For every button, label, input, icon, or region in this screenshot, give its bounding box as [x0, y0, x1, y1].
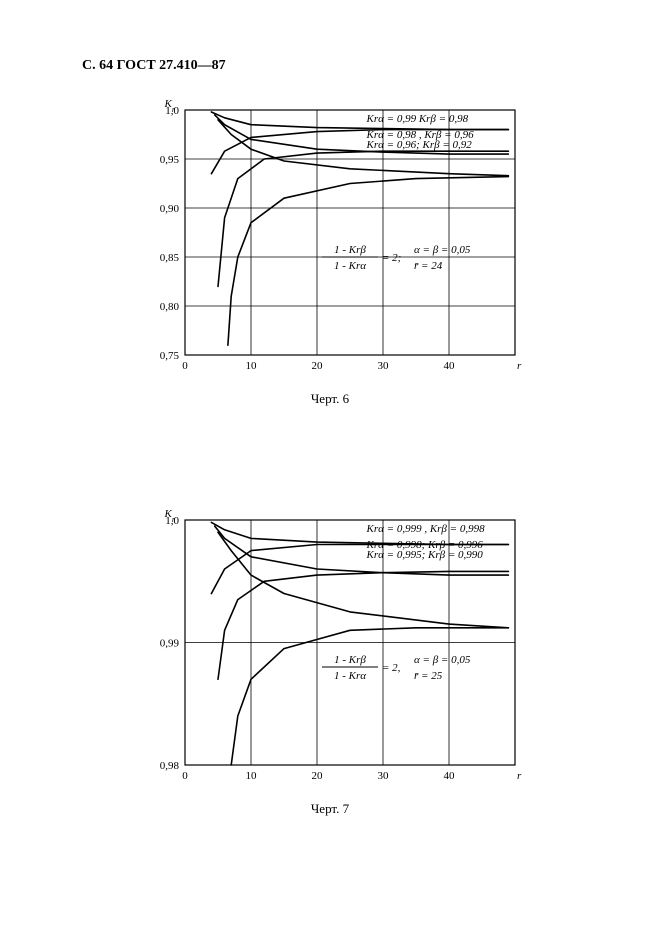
svg-text:0,99: 0,99 — [160, 638, 180, 650]
svg-text:Krα = 0,99 Krβ = 0,98: Krα = 0,99 Krβ = 0,98 — [366, 113, 469, 125]
svg-text:r: r — [517, 770, 522, 782]
svg-text:20: 20 — [312, 360, 324, 372]
svg-text:0: 0 — [182, 360, 188, 372]
svg-text:Krα = 0,999 , Krβ = 0,998: Krα = 0,999 , Krβ = 0,998 — [366, 523, 486, 535]
svg-text:0,75: 0,75 — [160, 350, 180, 362]
chart-7: 1,00,990,98010203040rKrKrα = 0,999 , Krβ… — [130, 500, 530, 817]
svg-text:30: 30 — [378, 360, 390, 372]
svg-text:0,80: 0,80 — [160, 301, 180, 313]
svg-text:= 2;: = 2; — [382, 252, 401, 264]
svg-text:10: 10 — [246, 770, 258, 782]
svg-text:0,85: 0,85 — [160, 252, 180, 264]
svg-text:α = β = 0,05: α = β = 0,05 — [414, 244, 471, 256]
svg-text:1 - Krα: 1 - Krα — [334, 670, 366, 682]
page-header: С. 64 ГОСТ 27.410—87 — [82, 58, 226, 74]
svg-text:r: r — [517, 360, 522, 372]
svg-text:α = β = 0,05: α = β = 0,05 — [414, 654, 471, 666]
svg-text:1 - Krβ: 1 - Krβ — [334, 654, 366, 666]
chart-6-caption: Черт. 6 — [130, 391, 530, 407]
svg-text:Krα = 0,96; Krβ = 0,92: Krα = 0,96; Krβ = 0,92 — [366, 139, 473, 151]
chart-7-caption: Черт. 7 — [130, 801, 530, 817]
svg-text:20: 20 — [312, 770, 324, 782]
svg-text:40: 40 — [444, 360, 456, 372]
svg-text:40: 40 — [444, 770, 456, 782]
svg-text:0: 0 — [182, 770, 188, 782]
svg-text:30: 30 — [378, 770, 390, 782]
chart-6: 1,00,950,900,850,800,75010203040rKrKrα =… — [130, 90, 530, 407]
svg-text:0,90: 0,90 — [160, 203, 180, 215]
chart-6-svg: 1,00,950,900,850,800,75010203040rKrKrα =… — [130, 90, 530, 380]
svg-text:= 2,: = 2, — [382, 662, 401, 674]
svg-text:1 - Krβ: 1 - Krβ — [334, 244, 366, 256]
chart-7-svg: 1,00,990,98010203040rKrKrα = 0,999 , Krβ… — [130, 500, 530, 790]
svg-text:r̄ = 25: r̄ = 25 — [414, 670, 443, 682]
svg-text:0,95: 0,95 — [160, 154, 180, 166]
svg-text:0,98: 0,98 — [160, 760, 180, 772]
svg-text:Krα = 0,995; Krβ = 0,990: Krα = 0,995; Krβ = 0,990 — [366, 549, 484, 561]
svg-text:10: 10 — [246, 360, 258, 372]
svg-text:r̄ = 24: r̄ = 24 — [414, 260, 443, 272]
svg-text:1 - Krα: 1 - Krα — [334, 260, 366, 272]
